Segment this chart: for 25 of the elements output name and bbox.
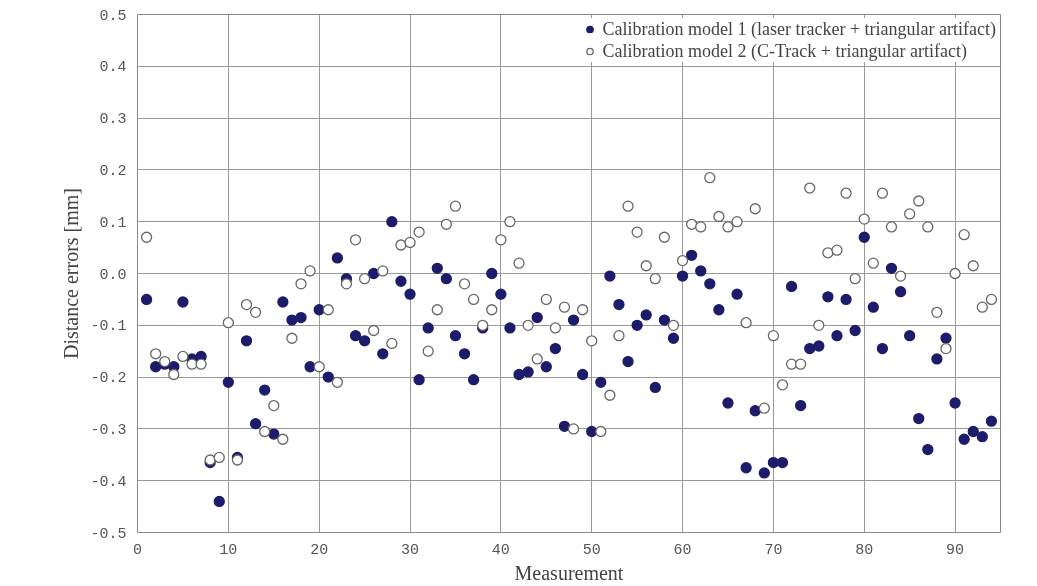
x-axis-title: Measurement bbox=[514, 561, 624, 584]
y-tick-label: 0.2 bbox=[99, 162, 127, 180]
y-tick-label: -0.3 bbox=[90, 421, 127, 439]
x-tick-label: 70 bbox=[764, 541, 783, 559]
x-tick-label: 50 bbox=[582, 541, 601, 559]
x-tick-label: 90 bbox=[946, 541, 965, 559]
x-tick-label: 40 bbox=[491, 541, 510, 559]
y-tick-label: -0.5 bbox=[90, 525, 127, 543]
x-tick-label: 30 bbox=[401, 541, 420, 559]
x-tick-label: 60 bbox=[673, 541, 692, 559]
y-tick-label: 0.3 bbox=[99, 111, 127, 129]
y-tick-label: -0.4 bbox=[90, 473, 127, 491]
legend-label: Calibration model 1 (laser tracker + triangular artifact) bbox=[602, 18, 996, 40]
y-tick-label: -0.1 bbox=[90, 318, 127, 336]
x-tick-label: 10 bbox=[219, 541, 238, 559]
legend-label: Calibration model 2 (C-Track + triangular artifact) bbox=[602, 40, 967, 62]
y-axis-title: Distance errors [mm] bbox=[60, 187, 83, 360]
y-tick-label: 0.1 bbox=[99, 214, 127, 232]
y-tick-label: 0.4 bbox=[99, 59, 127, 77]
y-tick-label: 0.0 bbox=[99, 266, 127, 284]
x-tick-label: 20 bbox=[310, 541, 329, 559]
y-tick-label: 0.5 bbox=[99, 7, 127, 25]
y-tick-label: -0.2 bbox=[90, 370, 127, 388]
x-tick-label: 80 bbox=[855, 541, 874, 559]
x-tick-label: 0 bbox=[133, 541, 143, 559]
